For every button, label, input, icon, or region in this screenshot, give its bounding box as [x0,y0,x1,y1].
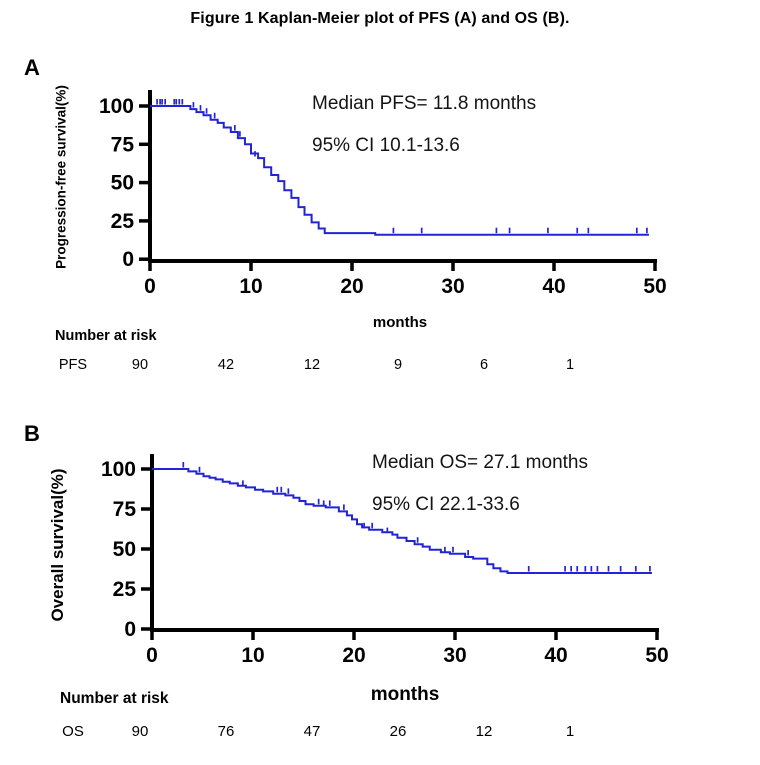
panel-a-risk-row: 90 42 12 9 6 1 [97,357,613,373]
risk-value: 9 [393,357,403,373]
y-tick-label: 75 [113,498,137,521]
panel-a-median-annotation: Median PFS= 11.8 months [312,93,537,114]
risk-value: 76 [217,723,235,740]
x-tick-label: 10 [239,275,262,298]
km-panel-1: 100 75 50 25 00 10 20 30 40 50 [101,454,669,667]
x-tick-label: 10 [241,644,264,667]
x-tick-label: 30 [443,644,466,667]
y-tick-label: 100 [99,95,134,118]
panel-b-risk-row-label: OS [62,723,84,740]
risk-value: 1 [565,723,575,740]
panel-b-number-at-risk-header: Number at risk [60,690,169,707]
panel-a-x-axis-label: months [372,314,428,331]
panel-a-risk-row-label: PFS [58,357,88,373]
x-tick-label: 30 [441,275,464,298]
panel-b-risk-row: 90 76 47 26 12 1 [97,723,613,740]
risk-value: 6 [479,357,489,373]
figure-title: Figure 1 Kaplan-Meier plot of PFS (A) an… [190,10,570,27]
panel-a-y-axis-label: Progression-free survival(%) [53,85,69,269]
x-tick-label: 40 [542,275,565,298]
risk-value: 12 [303,357,321,373]
y-tick-label: 50 [111,172,134,195]
x-tick-label: 0 [146,644,158,667]
risk-value: 1 [565,357,575,373]
km-panel-0: 100 75 50 25 00 10 20 30 40 50 [99,90,667,298]
km-curve-PFS [150,105,649,236]
y-tick-label: 25 [111,210,135,233]
x-tick-label: 20 [342,644,365,667]
km-curve-OS [152,468,652,574]
panel-b-y-axis-label: Overall survival(%) [48,468,67,622]
risk-value: 12 [475,723,493,740]
risk-value: 26 [389,723,407,740]
y-tick-label: 0 [122,248,134,271]
x-tick-label: 50 [645,644,668,667]
x-tick-label: 50 [643,275,666,298]
panel-a-letter: A [24,55,40,80]
panel-b-letter: B [24,421,40,446]
x-tick-label: 20 [340,275,363,298]
panel-b-median-annotation: Median OS= 27.1 months [372,452,588,473]
risk-value: 47 [303,723,321,740]
panel-b-x-axis-label: months [370,684,440,705]
x-tick-label: 0 [144,275,156,298]
y-tick-label: 75 [111,133,135,156]
y-tick-label: 0 [124,618,136,641]
panel-b-ci-annotation: 95% CI 22.1-33.6 [372,494,520,515]
risk-value: 90 [131,723,149,740]
panel-a-ci-annotation: 95% CI 10.1-13.6 [312,135,460,156]
y-tick-label: 25 [113,578,137,601]
x-tick-label: 40 [544,644,567,667]
risk-value: 90 [131,357,149,373]
y-tick-label: 50 [113,538,136,561]
risk-value: 42 [217,357,235,373]
y-tick-label: 100 [101,458,136,481]
panel-a-number-at-risk-header: Number at risk [55,328,157,344]
